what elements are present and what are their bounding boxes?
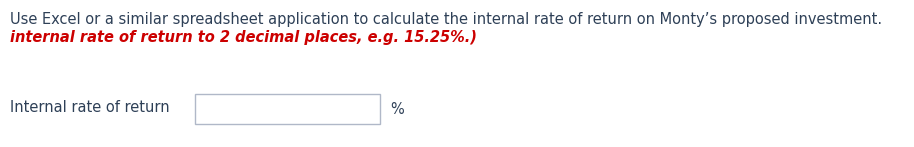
Text: %: %: [390, 101, 404, 117]
Text: Internal rate of return: Internal rate of return: [10, 101, 170, 116]
Text: internal rate of return to 2 decimal places, e.g. 15.25%.): internal rate of return to 2 decimal pla…: [10, 30, 477, 45]
Text: Use Excel or a similar spreadsheet application to calculate the internal rate of: Use Excel or a similar spreadsheet appli…: [10, 12, 882, 27]
Bar: [195, 94, 380, 124]
